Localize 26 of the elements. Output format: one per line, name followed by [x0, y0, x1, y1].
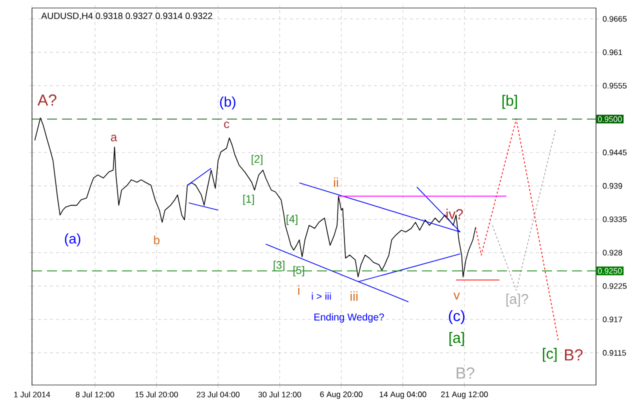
annotation: [a]	[449, 332, 464, 346]
annotation: B?	[456, 367, 474, 379]
chart-title: AUDUSD,H4 0.9318 0.9327 0.9314 0.9322	[41, 12, 212, 20]
annotation: [1]	[243, 194, 254, 205]
annotation: ii	[334, 177, 338, 187]
annotation: A?	[38, 94, 56, 106]
annotation: Ending Wedge?	[314, 313, 384, 323]
annotation: [2]	[252, 154, 262, 166]
annotation: (c)	[448, 310, 464, 324]
annotation: [a]?	[506, 294, 528, 307]
annotation: i > iii	[312, 292, 331, 300]
annotation: [3]	[274, 260, 284, 271]
annotation: B?	[565, 349, 583, 360]
annotation: (a)	[64, 233, 80, 246]
annotation: iii	[350, 291, 358, 301]
annotation: i	[298, 285, 300, 295]
annotation: [b]	[502, 94, 517, 109]
annotation: a	[110, 134, 118, 142]
annotation: b	[154, 235, 160, 244]
annotation: iv?	[446, 208, 463, 219]
annotation: [5]	[293, 266, 304, 276]
annotation: v	[454, 292, 460, 300]
annotation: [c]	[542, 348, 557, 362]
annotation: (b)	[220, 96, 236, 110]
annotation: c	[224, 122, 230, 128]
annotation: [4]	[286, 214, 298, 225]
